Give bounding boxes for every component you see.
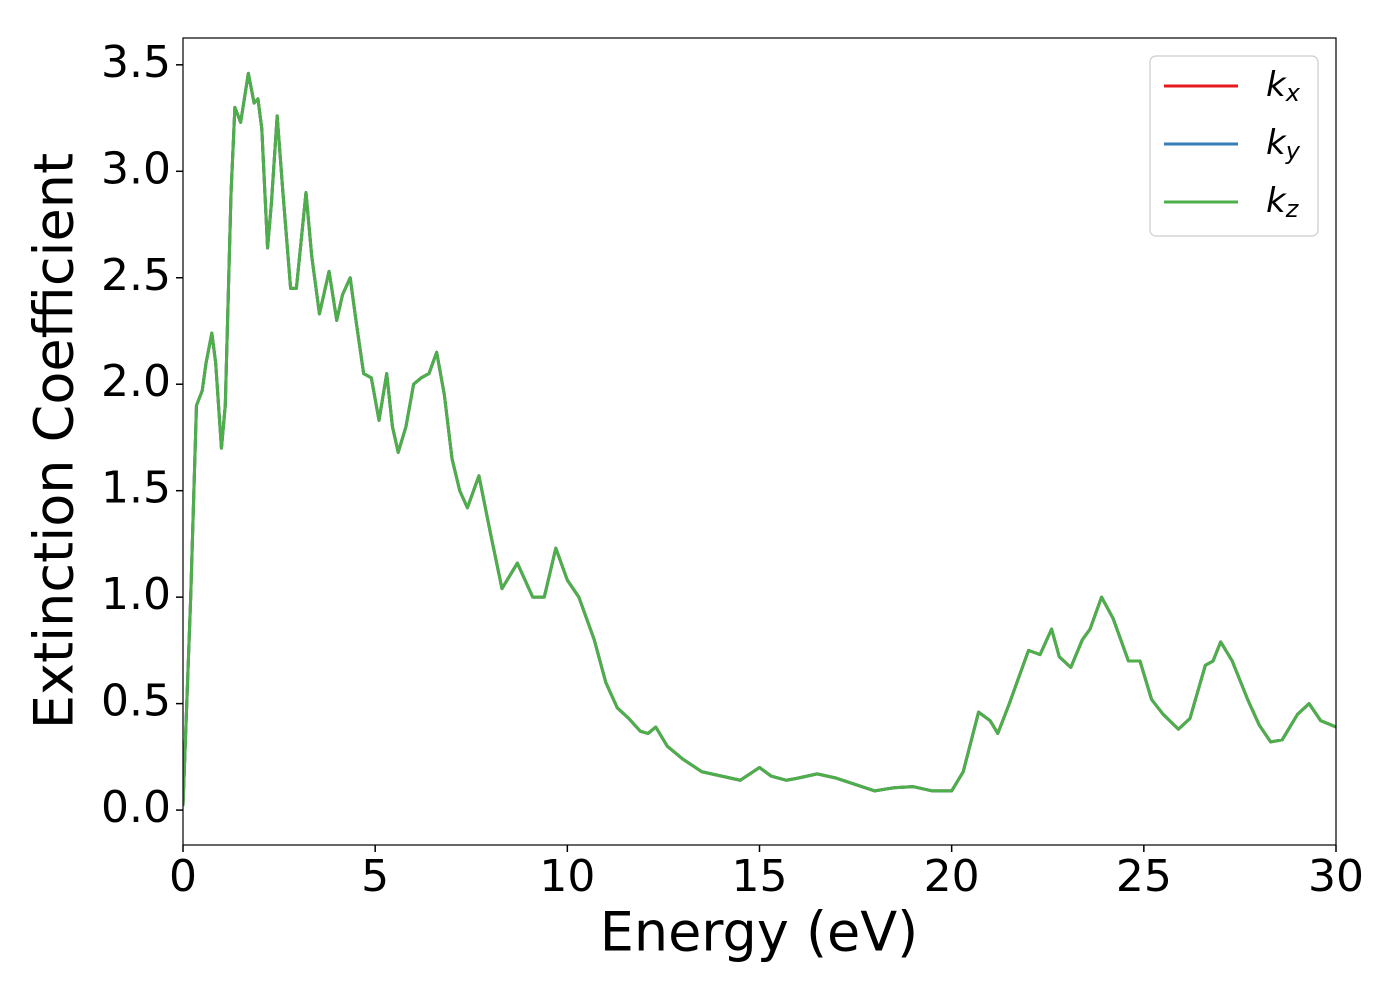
x-tick-label: 30 bbox=[1308, 851, 1364, 902]
x-tick-label: 25 bbox=[1116, 851, 1172, 902]
y-axis-label: Extinction Coefficient bbox=[23, 153, 86, 729]
x-tick-label: 15 bbox=[732, 851, 788, 902]
x-tick-label: 20 bbox=[924, 851, 980, 902]
x-axis-label: Energy (eV) bbox=[600, 901, 919, 964]
y-tick-label: 1.5 bbox=[101, 463, 171, 514]
x-tick-label: 10 bbox=[539, 851, 595, 902]
x-tick-label: 0 bbox=[169, 851, 197, 902]
line bbox=[183, 71, 1336, 806]
y-tick-label: 2.5 bbox=[101, 250, 171, 301]
y-tick-label: 0.0 bbox=[101, 782, 171, 833]
x-tick-label: 5 bbox=[361, 851, 389, 902]
y-tick-label: 3.0 bbox=[101, 143, 171, 194]
plot-frame bbox=[182, 37, 1337, 846]
y-tick-label: 0.5 bbox=[101, 676, 171, 727]
legend-label: kx bbox=[1266, 65, 1301, 108]
legend-box bbox=[1149, 55, 1319, 237]
y-tick-label: 3.5 bbox=[101, 37, 171, 88]
y-tick-label: 2.0 bbox=[101, 356, 171, 407]
legend-label: ky bbox=[1266, 123, 1301, 166]
legend-label: kz bbox=[1266, 181, 1300, 224]
y-tick-label: 1.0 bbox=[101, 569, 171, 620]
